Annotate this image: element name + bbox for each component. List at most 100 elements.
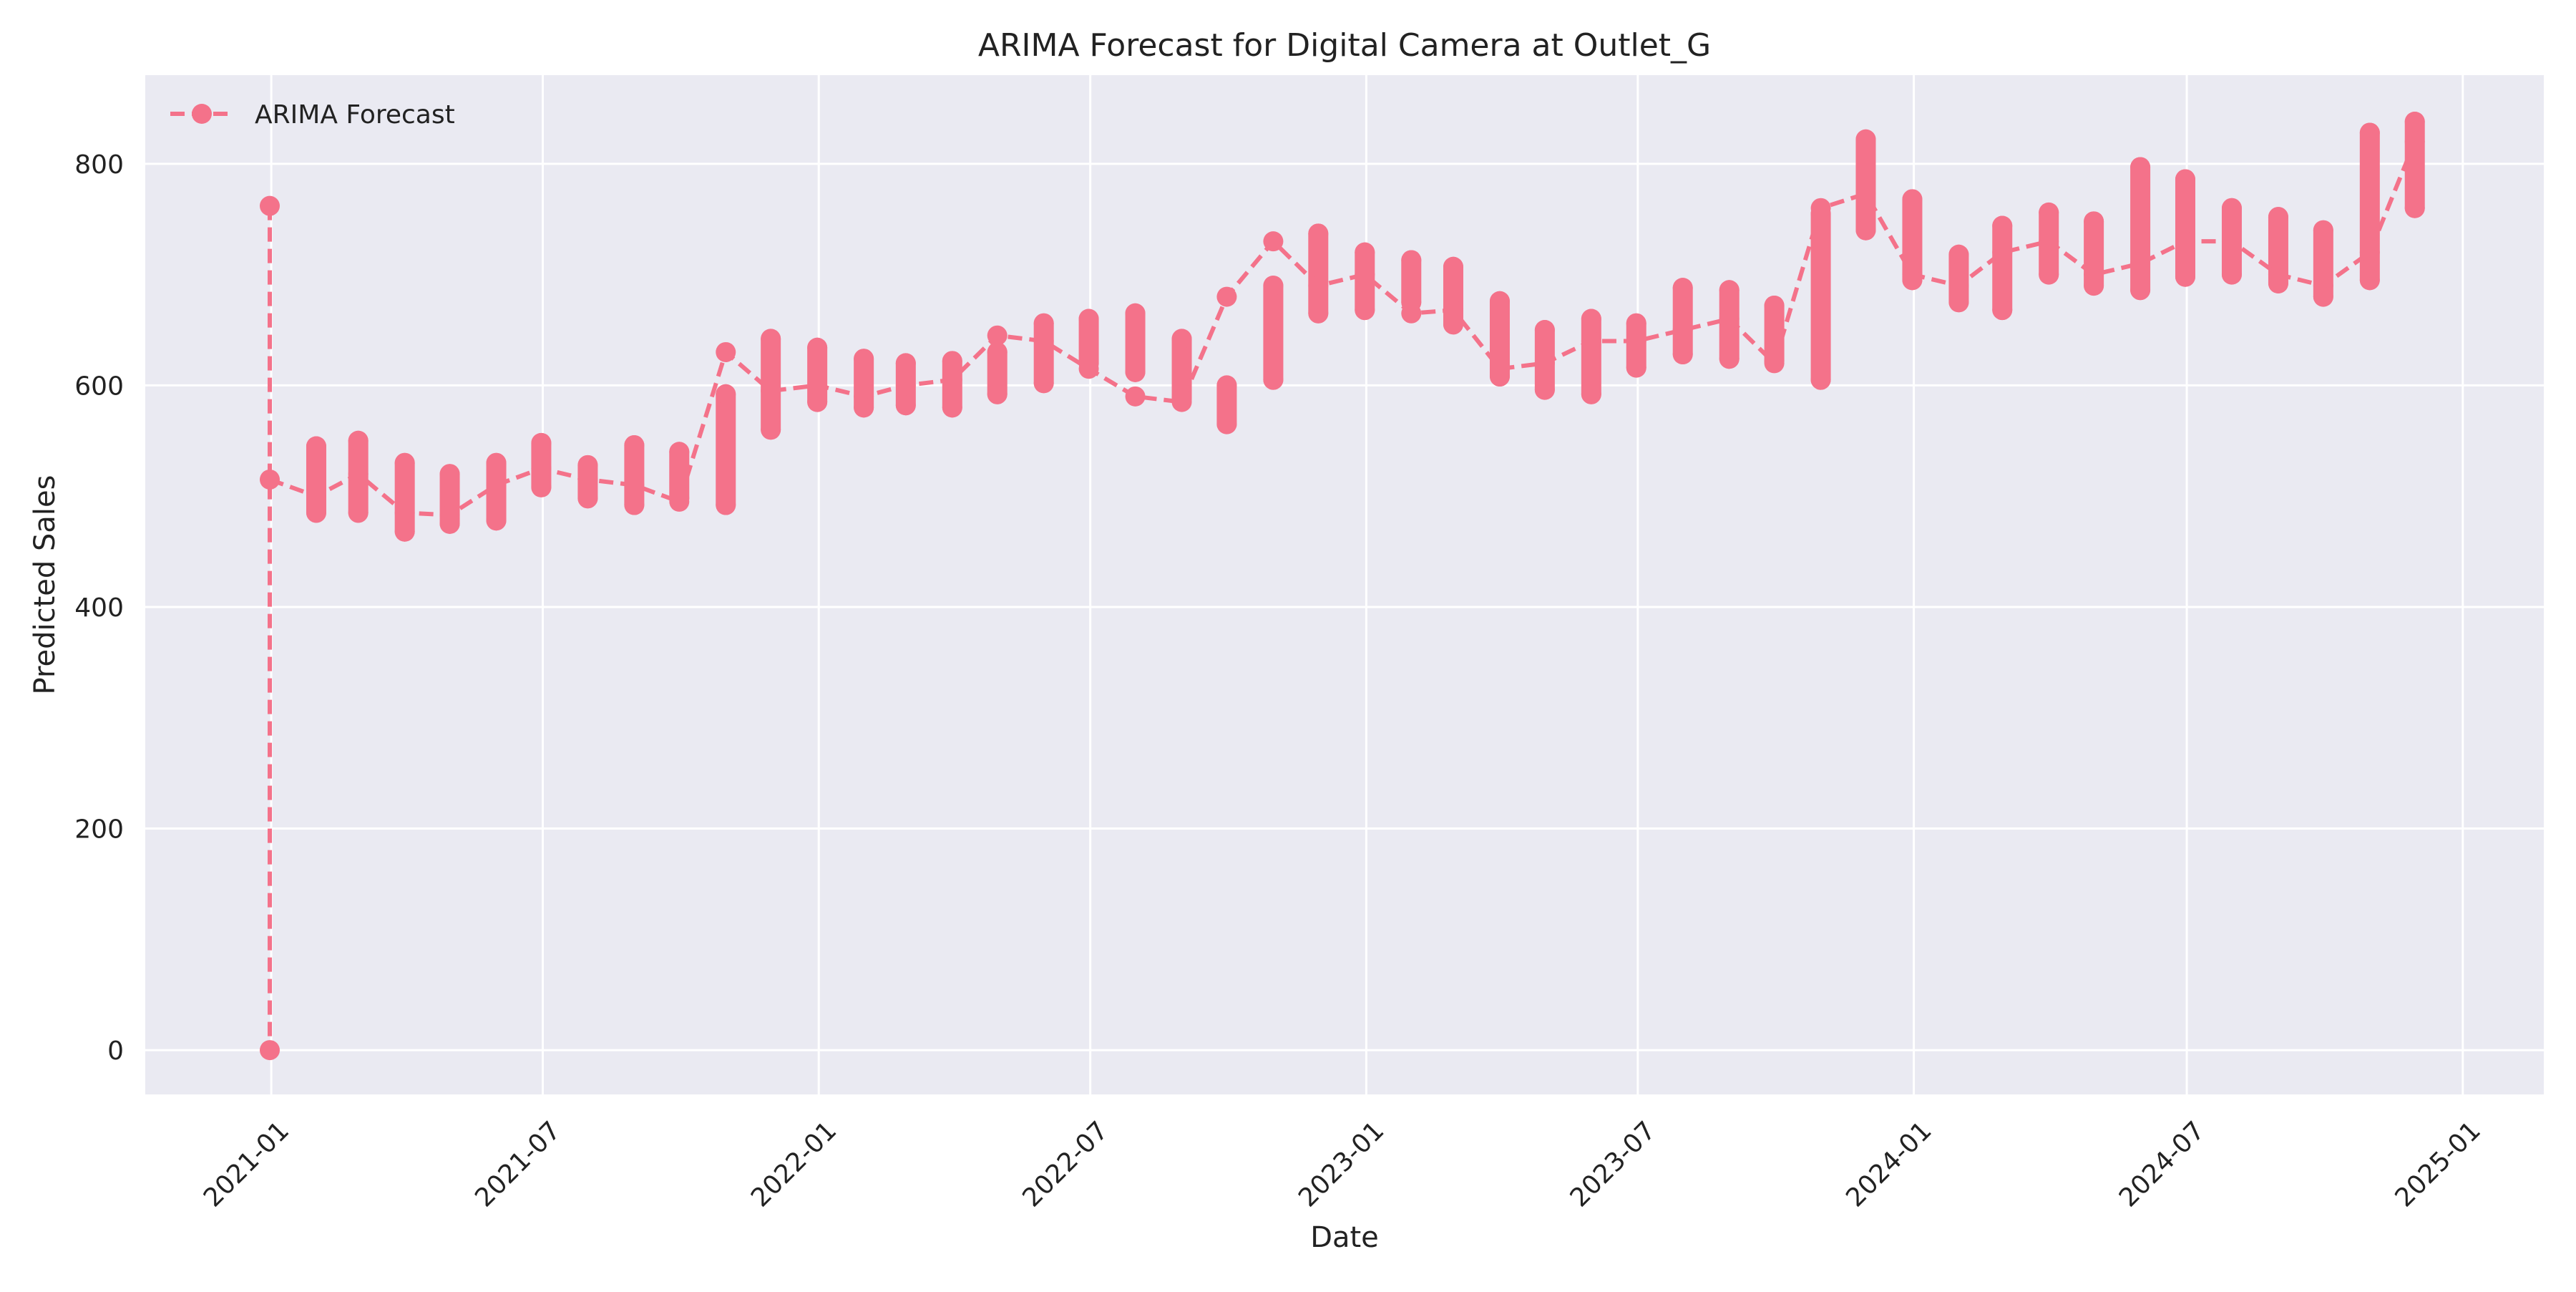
data-point [987, 325, 1008, 346]
data-point [1308, 303, 1329, 324]
data-point [348, 430, 369, 451]
data-point [1764, 295, 1785, 316]
data-point [1902, 270, 1923, 291]
data-point [1810, 198, 1831, 218]
y-axis-label: Predicted Sales [29, 475, 62, 695]
data-point [1263, 276, 1284, 296]
data-point [807, 337, 828, 358]
data-point [2313, 286, 2333, 307]
data-point [1216, 286, 1237, 307]
data-point [577, 488, 598, 509]
data-point [1443, 256, 1463, 277]
data-point [1355, 242, 1375, 263]
data-point [1992, 215, 2013, 236]
data-point [1125, 386, 1146, 407]
data-point [854, 397, 874, 418]
data-point [306, 436, 326, 457]
data-point [942, 351, 962, 371]
data-point [439, 464, 460, 485]
data-point [394, 452, 415, 473]
x-tick-label: 2024-07 [2114, 1116, 2210, 1213]
data-point [2359, 242, 2380, 263]
data-point [2268, 273, 2288, 293]
data-point [1263, 231, 1284, 252]
data-point [2268, 207, 2288, 228]
data-point [1443, 314, 1463, 335]
data-point [1355, 264, 1375, 285]
data-point [1489, 291, 1510, 311]
legend-label: ARIMA Forecast [255, 100, 455, 130]
x-tick-label: 2022-07 [1017, 1116, 1113, 1213]
y-tick-label: 0 [107, 1036, 124, 1066]
data-point [854, 349, 874, 369]
data-point [1672, 344, 1693, 365]
data-point [1171, 329, 1192, 349]
data-point [2039, 264, 2059, 285]
x-tick-label: 2023-01 [1293, 1116, 1390, 1213]
data-point [2221, 198, 2242, 218]
data-point [1443, 300, 1463, 321]
data-point [761, 381, 781, 402]
x-tick-label: 2022-01 [746, 1116, 842, 1213]
data-point [1855, 129, 1876, 150]
data-point [1308, 223, 1329, 244]
data-point [306, 502, 326, 523]
chart-title: ARIMA Forecast for Digital Camera at Out… [978, 27, 1711, 64]
data-point [1992, 242, 2013, 263]
data-point [486, 510, 507, 531]
data-point [716, 341, 736, 362]
data-point [1992, 300, 2013, 321]
x-axis-label: Date [1310, 1221, 1379, 1254]
data-point [2221, 231, 2242, 252]
y-tick-label: 800 [74, 150, 124, 180]
data-point [2130, 157, 2151, 178]
data-point [895, 353, 916, 374]
data-point [807, 375, 828, 396]
data-point [2039, 231, 2059, 252]
data-point [942, 397, 962, 418]
data-point [2130, 253, 2151, 274]
data-point [624, 495, 645, 515]
data-point [1033, 373, 1054, 394]
data-point [259, 195, 280, 216]
data-point [716, 495, 736, 515]
data-point [531, 477, 552, 497]
legend: ARIMA Forecast [170, 100, 455, 130]
data-point [807, 392, 828, 412]
data-point [1263, 369, 1284, 390]
data-point [1534, 379, 1555, 400]
data-point [1719, 309, 1740, 329]
data-point [1078, 353, 1099, 374]
data-point [987, 341, 1008, 362]
data-point [394, 521, 415, 542]
x-tick-label: 2023-07 [1565, 1116, 1662, 1213]
legend-marker-swatch [192, 104, 212, 124]
data-point [2175, 231, 2195, 252]
x-tick-label: 2021-07 [469, 1116, 566, 1213]
data-point [1855, 183, 1876, 204]
x-tick-label: 2025-01 [2390, 1116, 2487, 1213]
data-point [531, 458, 552, 479]
data-point [1308, 276, 1329, 296]
data-point [306, 486, 326, 507]
data-point [2130, 280, 2151, 301]
data-point [1626, 313, 1646, 334]
data-point [577, 455, 598, 475]
data-point [1810, 369, 1831, 390]
data-point [2313, 220, 2333, 241]
data-point [1855, 220, 1876, 241]
data-point [2175, 266, 2195, 287]
data-point [259, 1040, 280, 1061]
data-point [2039, 202, 2059, 223]
data-point [942, 369, 962, 390]
data-point [669, 442, 690, 462]
data-point [2404, 112, 2425, 132]
data-point [1033, 331, 1054, 351]
data-point [1626, 331, 1646, 351]
data-point [1216, 414, 1237, 434]
data-point [2084, 276, 2104, 296]
data-point [2359, 270, 2380, 291]
data-point [1581, 384, 1601, 404]
